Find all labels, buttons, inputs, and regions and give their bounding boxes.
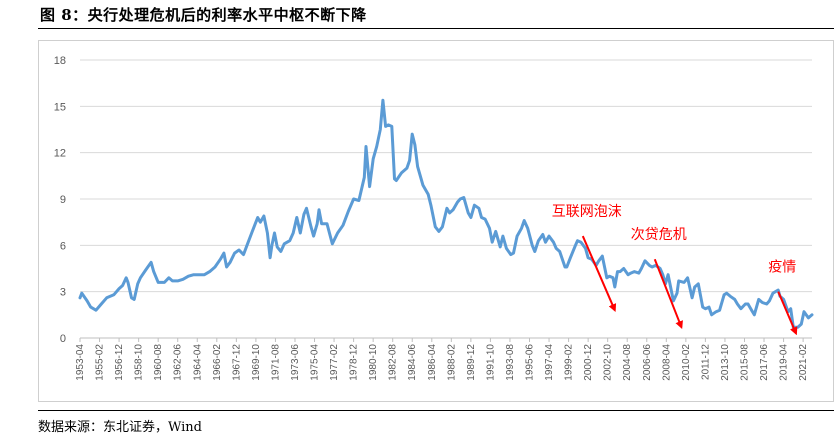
x-tick-label: 2013-10	[720, 344, 731, 381]
x-tick-label: 1975-04	[310, 344, 321, 381]
x-tick-label: 2000-12	[583, 344, 594, 381]
y-tick-label: 15	[54, 101, 66, 113]
y-tick-label: 6	[60, 240, 66, 252]
chart-frame	[38, 40, 834, 402]
x-tick-label: 1956-12	[114, 344, 125, 381]
annotation-arrow	[653, 258, 683, 330]
x-tick-label: 2008-04	[661, 344, 672, 381]
annotation-arrow	[777, 291, 798, 336]
x-tick-label: 1955-02	[95, 344, 106, 381]
x-tick-label: 2021-02	[798, 344, 809, 381]
x-tick-label: 1988-02	[446, 344, 457, 381]
series-line-0	[78, 98, 814, 329]
x-axis: 1953-04 1955-02 1956-12 1958-10 1960-08 1962-…	[75, 337, 812, 381]
x-tick-label: 1982-08	[388, 344, 399, 381]
x-tick-label: 1978-12	[349, 344, 360, 381]
source-note: 数据来源：东北证券，Wind	[38, 420, 202, 435]
x-tick-label: 1962-06	[173, 344, 184, 381]
x-tick-label: 2019-04	[779, 344, 790, 381]
x-tick-label: 1977-02	[329, 344, 340, 381]
y-tick-label: 3	[60, 287, 66, 299]
x-tick-label: 1989-12	[466, 344, 477, 381]
y-tick-label: 18	[54, 55, 66, 67]
gridlines	[80, 59, 812, 293]
x-tick-label: 1973-06	[290, 344, 301, 381]
source-rule	[38, 410, 834, 411]
x-tick-label: 1991-10	[485, 344, 496, 381]
x-tick-label: 1964-04	[192, 344, 203, 381]
x-tick-label: 1960-08	[153, 344, 164, 381]
figure-title: 图 8：央行处理危机后的利率水平中枢不断下降	[40, 6, 367, 24]
x-tick-label: 1999-02	[564, 344, 575, 381]
x-tick-label: 2004-08	[622, 344, 633, 381]
x-tick-label: 1953-04	[75, 344, 86, 381]
x-tick-label: 2011-12	[700, 344, 711, 380]
x-tick-label: 2015-08	[739, 344, 750, 381]
x-tick-label: 2010-02	[681, 344, 692, 381]
x-tick-label: 2002-10	[603, 344, 614, 381]
x-tick-label: 2017-06	[759, 344, 770, 381]
x-tick-label: 1969-10	[251, 344, 262, 381]
x-tick-label: 1958-10	[134, 344, 145, 381]
annotation-label: 次贷危机	[631, 227, 687, 243]
title-rule	[38, 28, 834, 29]
x-tick-label: 1997-04	[544, 344, 555, 381]
x-tick-label: 1980-10	[368, 344, 379, 381]
series-layer	[78, 98, 814, 329]
y-tick-label: 0	[60, 333, 66, 345]
y-tick-label: 12	[54, 148, 66, 160]
x-tick-label: 1995-06	[525, 344, 536, 381]
y-axis: 0 3 6 9 12 15 18	[54, 55, 66, 345]
x-tick-label: 1967-12	[231, 344, 242, 381]
x-tick-label: 1986-04	[427, 344, 438, 381]
annotation-label: 疫情	[768, 260, 796, 276]
x-tick-label: 1971-08	[270, 344, 281, 381]
annotation-arrow	[581, 235, 617, 313]
y-tick-label: 9	[60, 194, 66, 206]
x-tick-label: 1966-02	[212, 344, 223, 381]
x-tick-label: 1993-08	[505, 344, 516, 381]
x-tick-label: 1984-06	[407, 344, 418, 381]
annotation-label: 互联网泡沫	[552, 204, 622, 220]
x-tick-label: 2006-06	[642, 344, 653, 381]
